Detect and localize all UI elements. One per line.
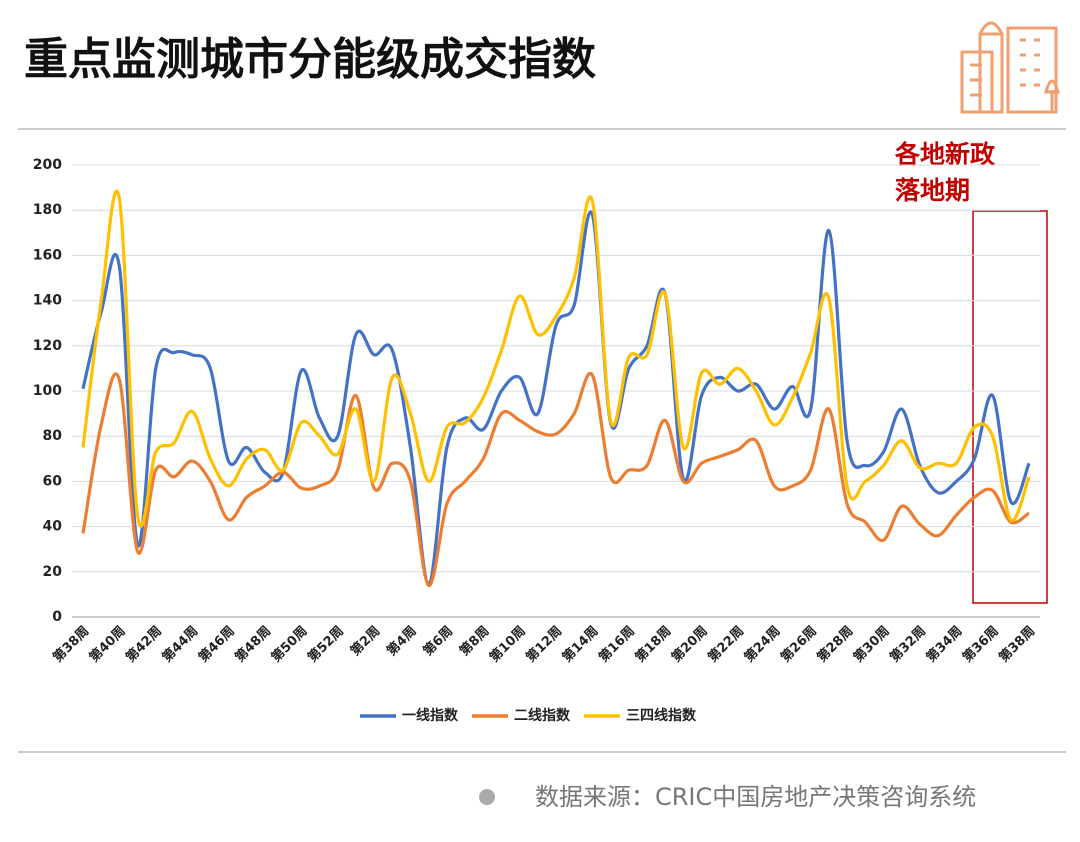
x-tick-label: 第48周 (232, 623, 274, 665)
x-tick-label: 第30周 (850, 623, 892, 665)
y-tick-label: 100 (33, 383, 62, 399)
x-tick-label: 第28周 (814, 623, 856, 665)
x-tick-label: 第20周 (668, 623, 710, 665)
x-tick-label: 第50周 (268, 623, 310, 665)
y-tick-label: 120 (33, 338, 62, 354)
annotation: 各地新政 (894, 140, 996, 169)
series-line (81, 210, 1031, 585)
series-line (81, 371, 1030, 587)
y-tick-label: 20 (43, 564, 63, 580)
y-tick-label: 180 (33, 202, 62, 218)
legend-label: 三四线指数 (626, 707, 697, 724)
y-tick-label: 160 (33, 247, 62, 263)
x-tick-label: 第34周 (923, 623, 965, 665)
legend-label: 一线指数 (402, 707, 459, 724)
x-tick-label: 第6周 (420, 623, 456, 659)
x-tick-label: 第26周 (778, 623, 820, 665)
legend-label: 二线指数 (514, 707, 571, 724)
x-tick-label: 第24周 (741, 623, 783, 665)
x-tick-label: 第18周 (632, 623, 674, 665)
x-tick-label: 第52周 (305, 623, 347, 665)
x-tick-label: 第22周 (705, 623, 747, 665)
x-tick-label: 第4周 (384, 623, 420, 659)
x-tick-label: 第14周 (559, 623, 601, 665)
building-icon (960, 21, 1060, 114)
bullet (479, 789, 495, 805)
x-tick-label: 第38周 (996, 623, 1038, 665)
y-tick-label: 60 (43, 473, 63, 489)
source: 数据来源：CRIC中国房地产决策咨询系统 (535, 783, 976, 811)
chart-title: 重点监测城市分能级成交指数 (24, 34, 596, 85)
x-tick-label: 第38周 (50, 623, 92, 665)
annotation: 落地期 (895, 176, 970, 205)
x-tick-label: 第44周 (159, 623, 201, 665)
x-tick-label: 第36周 (959, 623, 1001, 665)
y-tick-label: 80 (43, 428, 63, 444)
x-tick-label: 第42周 (123, 623, 165, 665)
y-tick-label: 140 (33, 293, 62, 309)
y-tick-label: 200 (33, 157, 62, 173)
x-tick-label: 第2周 (347, 623, 383, 659)
x-tick-label: 第16周 (596, 623, 638, 665)
x-tick-label: 第10周 (486, 623, 528, 665)
y-tick-label: 0 (52, 609, 62, 625)
x-tick-label: 第12周 (523, 623, 565, 665)
x-tick-label: 第46周 (195, 623, 237, 665)
x-tick-label: 第32周 (887, 623, 929, 665)
series-line (81, 189, 1031, 528)
y-tick-label: 40 (43, 519, 63, 535)
highlight-box (972, 210, 1048, 604)
x-tick-label: 第40周 (86, 623, 128, 665)
